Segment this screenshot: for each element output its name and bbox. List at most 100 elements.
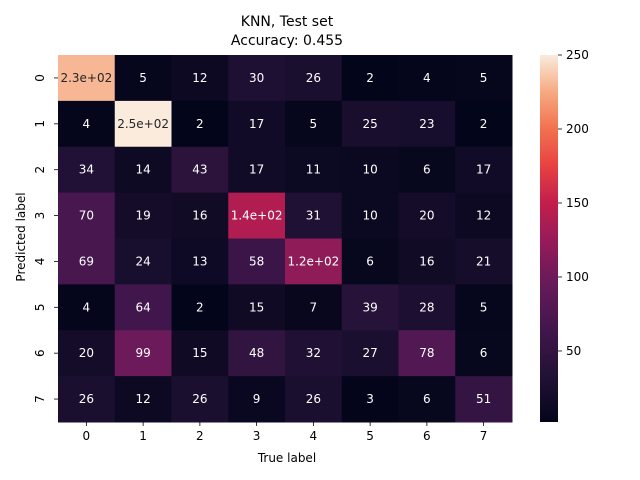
y-tick-label: 6 xyxy=(33,349,47,357)
cell-label: 17 xyxy=(476,163,491,177)
cell-label: 21 xyxy=(476,254,491,268)
y-axis: 0 1 2 3 4 5 6 7 xyxy=(33,74,58,403)
heatmap-cell xyxy=(58,238,116,285)
heatmap-cell xyxy=(171,55,229,102)
cell-label: 5 xyxy=(310,117,318,131)
cell-label: 2.5e+02 xyxy=(117,117,169,131)
cell-label: 11 xyxy=(306,163,321,177)
heatmap-cell xyxy=(171,238,229,285)
cell-label: 17 xyxy=(249,117,264,131)
heatmap-cell xyxy=(455,330,513,377)
y-tick-label: 1 xyxy=(33,120,47,128)
heatmap-cell xyxy=(455,376,513,423)
heatmap-cell xyxy=(171,192,229,239)
cell-label: 2 xyxy=(480,117,488,131)
heatmap-cell xyxy=(114,238,172,285)
cell-label: 48 xyxy=(249,346,264,360)
x-tick-label: 4 xyxy=(310,429,318,443)
heatmap-cell xyxy=(285,284,343,331)
x-axis: 0 1 2 3 4 5 6 7 xyxy=(83,422,487,443)
heatmap-cell xyxy=(228,100,286,148)
cell-label: 64 xyxy=(135,300,150,314)
heatmap-cell xyxy=(58,192,116,239)
heatmap-cell xyxy=(58,284,116,331)
cell-label: 28 xyxy=(419,300,434,314)
cell-label: 14 xyxy=(135,163,150,177)
colorbar xyxy=(540,55,558,422)
cell-label: 26 xyxy=(306,392,321,406)
y-tick-label: 7 xyxy=(33,395,47,403)
heatmap-cell xyxy=(58,376,116,423)
x-axis-label: True label xyxy=(257,451,316,465)
x-tick-label: 2 xyxy=(196,429,204,443)
cell-label: 27 xyxy=(362,346,377,360)
cell-label: 99 xyxy=(135,346,150,360)
heatmap-cell xyxy=(228,146,286,194)
heatmap-cell xyxy=(455,238,513,285)
heatmap-cell xyxy=(285,146,343,194)
heatmap-cell xyxy=(455,100,513,148)
cell-label: 6 xyxy=(423,163,431,177)
cell-label: 4 xyxy=(83,300,91,314)
heatmap-cell xyxy=(341,146,399,194)
heatmap-cell xyxy=(171,376,229,423)
heatmap-cell xyxy=(228,330,286,377)
heatmap-cell xyxy=(228,238,286,285)
colorbar-tick-label: 150 xyxy=(566,196,589,210)
y-tick-label: 4 xyxy=(33,258,47,266)
heatmap-cell xyxy=(114,55,172,102)
cell-label: 32 xyxy=(306,346,321,360)
cell-label: 17 xyxy=(249,163,264,177)
heatmap-cell xyxy=(455,284,513,331)
heatmap-cell xyxy=(285,192,343,239)
heatmap-cell xyxy=(171,100,229,148)
cell-label: 25 xyxy=(362,117,377,131)
cell-label: 23 xyxy=(419,117,434,131)
cell-label: 2 xyxy=(196,300,204,314)
cell-label: 16 xyxy=(419,254,434,268)
cell-label: 26 xyxy=(79,392,94,406)
cell-label: 12 xyxy=(135,392,150,406)
colorbar-ticks: 50 100 150 200 250 xyxy=(558,48,589,358)
heatmap-cells xyxy=(58,55,513,423)
cell-label: 12 xyxy=(192,71,207,85)
y-axis-label: Predicted label xyxy=(14,192,28,281)
cell-label: 2 xyxy=(196,117,204,131)
cell-label: 1.4e+02 xyxy=(231,209,283,223)
heatmap-cell xyxy=(285,238,343,285)
heatmap-cell xyxy=(228,55,286,102)
cell-label: 12 xyxy=(476,209,491,223)
heatmap-cell xyxy=(398,146,456,194)
heatmap-cell xyxy=(171,284,229,331)
cell-label: 2 xyxy=(366,71,374,85)
heatmap-cell xyxy=(341,376,399,423)
cell-label: 10 xyxy=(362,209,377,223)
cell-label: 9 xyxy=(253,392,261,406)
heatmap-cell xyxy=(398,376,456,423)
cell-label: 20 xyxy=(419,209,434,223)
heatmap-cell xyxy=(228,376,286,423)
heatmap-cell xyxy=(114,100,172,148)
colorbar-tick-label: 100 xyxy=(566,270,589,284)
cell-label: 6 xyxy=(423,392,431,406)
x-tick-label: 3 xyxy=(253,429,261,443)
cell-label: 19 xyxy=(135,209,150,223)
x-tick-label: 6 xyxy=(423,429,431,443)
cell-label: 4 xyxy=(423,71,431,85)
y-tick-label: 5 xyxy=(33,303,47,311)
heatmap-cell xyxy=(285,330,343,377)
cell-label: 39 xyxy=(362,300,377,314)
heatmap-cell xyxy=(114,330,172,377)
cell-label: 5 xyxy=(480,71,488,85)
heatmap-cell xyxy=(341,284,399,331)
cell-label: 3 xyxy=(366,392,374,406)
y-tick-label: 0 xyxy=(33,74,47,82)
y-tick-label: 2 xyxy=(33,166,47,174)
heatmap-cell xyxy=(341,192,399,239)
cell-label: 6 xyxy=(366,254,374,268)
cell-label: 7 xyxy=(310,300,318,314)
heatmap-cell xyxy=(455,55,513,102)
y-tick-label: 3 xyxy=(33,212,47,220)
cell-label: 70 xyxy=(79,209,94,223)
